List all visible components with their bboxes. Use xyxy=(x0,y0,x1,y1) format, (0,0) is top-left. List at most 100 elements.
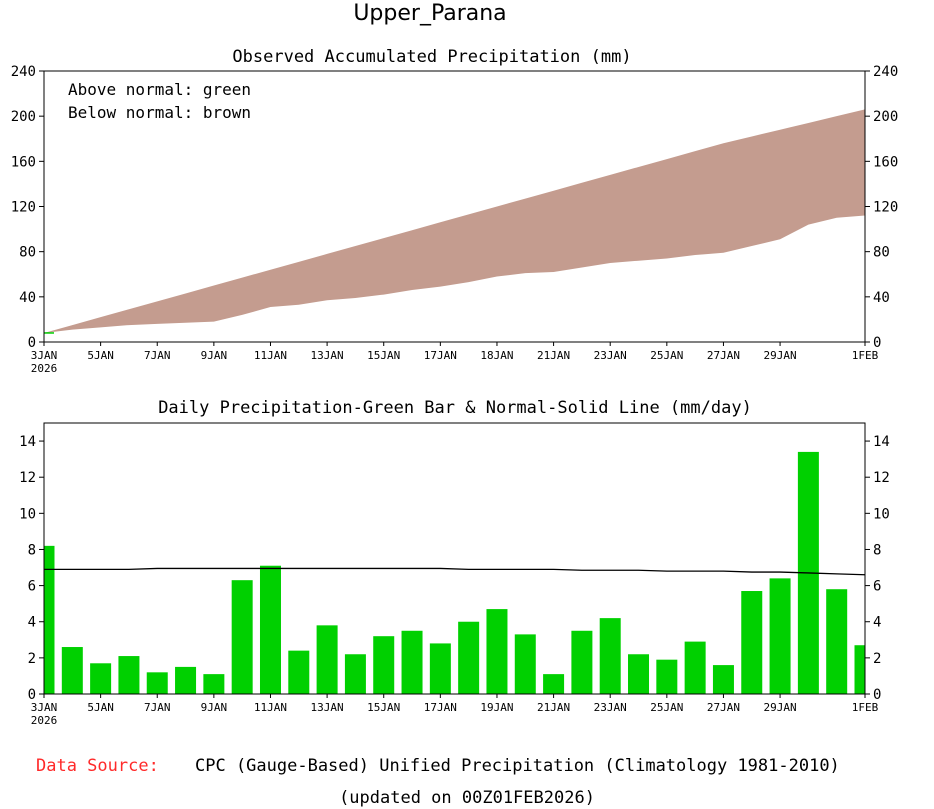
daily-bar xyxy=(628,654,650,694)
daily-x-tick-label: 25JAN xyxy=(650,701,683,714)
accum-x-tick-label: 21JAN xyxy=(537,349,570,362)
daily-plot-frame xyxy=(43,422,866,695)
data-source-label: Data Source: xyxy=(36,756,159,776)
daily-bar xyxy=(316,625,338,694)
daily-x-tick-label: 21JAN xyxy=(537,701,570,714)
daily-y-tick-label: 10 xyxy=(19,506,36,522)
accum-x-tick-label: 25JAN xyxy=(650,349,683,362)
daily-x-tick-label: 19JAN xyxy=(480,701,513,714)
data-source-text: CPC (Gauge-Based) Unified Precipitation … xyxy=(195,756,840,776)
figure-title: Upper_Parana xyxy=(353,1,506,26)
daily-bar xyxy=(288,650,310,694)
daily-x-tick-label: 1FEB xyxy=(852,701,879,714)
daily-bar xyxy=(231,580,253,694)
accum-y-tick-label: 240 xyxy=(11,64,36,80)
daily-x-tick-label: 15JAN xyxy=(367,701,400,714)
daily-y-tick-label: 8 xyxy=(28,542,36,558)
daily-y-tick-label: 2 xyxy=(28,651,36,667)
accum-x-tick-label: 13JAN xyxy=(311,349,344,362)
accum-y-tick-label-right: 120 xyxy=(873,200,898,216)
accum-y-tick-label: 80 xyxy=(19,245,36,261)
daily-bar xyxy=(175,666,197,694)
daily-chart: 0 0 2 2 4 4 6 6 8 8 10 10 12 12 14 14 3JAN 5JAN 7JAN 9JAN 1… xyxy=(19,422,890,727)
daily-bar xyxy=(401,630,423,694)
normal-line xyxy=(44,567,866,576)
daily-y-tick-label-right: 0 xyxy=(873,687,881,703)
accum-y-tick-label-right: 160 xyxy=(873,154,898,170)
accum-x-tick-label: 3JAN xyxy=(31,349,58,362)
daily-y-tick-label: 12 xyxy=(19,470,36,486)
daily-bar xyxy=(684,641,706,694)
daily-bar xyxy=(429,643,451,694)
accum-x-axis: 3JAN 5JAN 7JAN 9JAN 11JAN 13JAN 15JAN 17JAN 18JA… xyxy=(31,342,879,375)
daily-bar xyxy=(571,630,593,694)
daily-y-tick-label-right: 2 xyxy=(873,651,881,667)
daily-y-tick-label: 0 xyxy=(28,687,36,703)
accum-x-tick-label: 11JAN xyxy=(254,349,287,362)
accum-x-tick-label: 7JAN xyxy=(144,349,171,362)
accum-x-tick-label: 29JAN xyxy=(764,349,797,362)
daily-y-tick-label: 14 xyxy=(19,434,36,450)
daily-x-tick-label: 17JAN xyxy=(424,701,457,714)
accum-panel-title: Observed Accumulated Precipitation (mm) xyxy=(232,47,631,67)
accum-y-tick-label-right: 200 xyxy=(873,109,898,125)
accum-y-tick-label-right: 40 xyxy=(873,290,890,306)
accum-x-tick-label: 1FEB xyxy=(852,349,879,362)
daily-bar xyxy=(146,672,168,694)
daily-x-tick-label: 11JAN xyxy=(254,701,287,714)
daily-bar xyxy=(90,663,112,694)
daily-x-tick-label: 23JAN xyxy=(594,701,627,714)
daily-y-tick-label-right: 4 xyxy=(873,615,881,631)
accum-x-tick-label: 17JAN xyxy=(424,349,457,362)
daily-bar xyxy=(543,674,565,694)
legend-above-normal: Above normal: green xyxy=(68,80,251,99)
accum-x-tick-label: 18JAN xyxy=(480,349,513,362)
accum-year-label: 2026 xyxy=(31,362,58,375)
accum-x-tick-label: 27JAN xyxy=(707,349,740,362)
daily-x-tick-label: 13JAN xyxy=(311,701,344,714)
daily-y-tick-label-right: 6 xyxy=(873,579,881,595)
daily-y-tick-label: 6 xyxy=(28,579,36,595)
daily-y-axis: 0 0 2 2 4 4 6 6 8 8 10 10 12 12 14 14 xyxy=(19,434,890,703)
daily-x-axis: 3JAN 5JAN 7JAN 9JAN 11JAN 13JAN 15JAN 17JAN 19JA… xyxy=(31,694,879,727)
daily-bar xyxy=(769,578,791,694)
daily-bar xyxy=(514,634,536,694)
daily-bar xyxy=(259,565,281,694)
accum-x-tick-label: 9JAN xyxy=(201,349,228,362)
accum-x-tick-label: 5JAN xyxy=(87,349,114,362)
below-normal-area xyxy=(44,109,865,333)
daily-bar xyxy=(373,636,395,694)
daily-bar xyxy=(854,645,865,694)
daily-y-tick-label: 4 xyxy=(28,615,36,631)
accum-y-tick-label: 200 xyxy=(11,109,36,125)
daily-bar xyxy=(741,591,763,694)
daily-y-tick-label-right: 14 xyxy=(873,434,890,450)
daily-bar xyxy=(61,647,83,694)
daily-x-tick-label: 29JAN xyxy=(764,701,797,714)
normal-line-group xyxy=(44,567,866,576)
accum-y-tick-label: 40 xyxy=(19,290,36,306)
daily-x-tick-label: 7JAN xyxy=(144,701,171,714)
accum-areas xyxy=(44,109,865,334)
daily-bar xyxy=(458,621,480,694)
daily-x-tick-label: 27JAN xyxy=(707,701,740,714)
svg-text:Data Source:: Data Source: xyxy=(36,756,159,776)
legend-below-normal: Below normal: brown xyxy=(68,103,251,122)
daily-panel-title: Daily Precipitation-Green Bar & Normal-S… xyxy=(158,398,752,418)
daily-bar xyxy=(712,665,734,694)
updated-text: (updated on 00Z01FEB2026) xyxy=(339,788,595,808)
accum-y-tick-label-right: 80 xyxy=(873,245,890,261)
daily-year-label: 2026 xyxy=(31,714,58,727)
accum-y-tick-label-right: 240 xyxy=(873,64,898,80)
accum-y-tick-label: 120 xyxy=(11,200,36,216)
daily-bars xyxy=(44,451,865,694)
daily-bar xyxy=(344,654,366,694)
daily-bar xyxy=(826,589,848,694)
daily-x-tick-label: 5JAN xyxy=(87,701,114,714)
daily-bar xyxy=(118,656,140,694)
daily-bar xyxy=(44,545,55,694)
daily-y-tick-label-right: 10 xyxy=(873,506,890,522)
daily-bar xyxy=(599,618,621,694)
accum-y-tick-label-right: 0 xyxy=(873,335,881,351)
